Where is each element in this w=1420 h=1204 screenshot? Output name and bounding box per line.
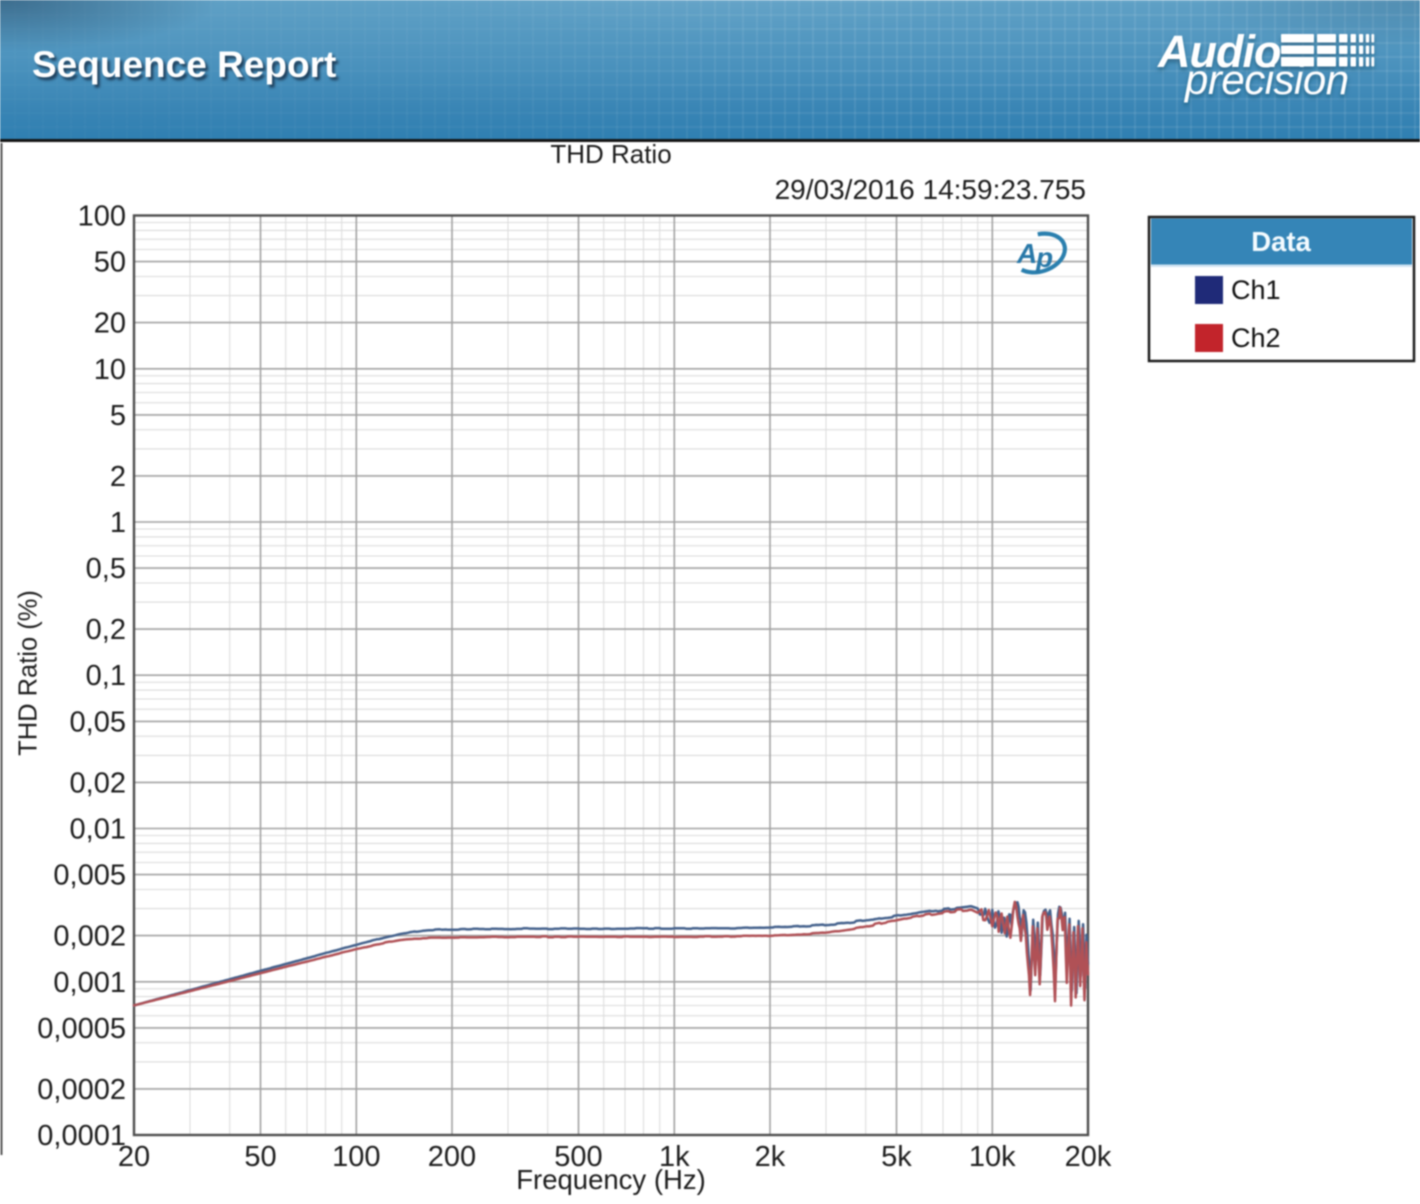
svg-text:A: A (1016, 238, 1037, 269)
svg-text:0,001: 0,001 (53, 967, 126, 999)
svg-text:20: 20 (94, 308, 126, 340)
svg-text:0,01: 0,01 (70, 814, 126, 846)
svg-text:20k: 20k (1065, 1141, 1112, 1173)
svg-text:1k: 1k (659, 1141, 690, 1173)
svg-text:200: 200 (428, 1141, 476, 1173)
svg-text:10k: 10k (969, 1141, 1016, 1173)
svg-text:0,0001: 0,0001 (37, 1120, 126, 1152)
svg-text:Data: Data (1251, 226, 1311, 257)
svg-text:Ch2: Ch2 (1231, 323, 1281, 353)
svg-text:10: 10 (94, 354, 126, 386)
svg-text:Audio: Audio (1157, 26, 1281, 77)
svg-text:0,2: 0,2 (86, 614, 126, 646)
svg-text:50: 50 (244, 1141, 276, 1173)
svg-text:100: 100 (78, 201, 126, 233)
svg-text:0,02: 0,02 (70, 767, 126, 799)
svg-text:0,0002: 0,0002 (37, 1074, 126, 1106)
svg-text:THD Ratio (%): THD Ratio (%) (15, 590, 43, 756)
svg-text:0,002: 0,002 (53, 921, 126, 953)
svg-text:0,5: 0,5 (86, 553, 126, 585)
svg-text:50: 50 (94, 247, 126, 279)
svg-text:100: 100 (332, 1141, 380, 1173)
svg-text:Frequency (Hz): Frequency (Hz) (516, 1164, 706, 1195)
svg-text:5: 5 (110, 400, 126, 432)
svg-text:p: p (1035, 242, 1053, 273)
svg-text:0,1: 0,1 (86, 660, 126, 692)
svg-text:1: 1 (110, 507, 126, 539)
svg-text:precision: precision (1183, 56, 1349, 103)
svg-text:0,05: 0,05 (70, 706, 126, 738)
svg-text:29/03/2016 14:59:23.755: 29/03/2016 14:59:23.755 (775, 174, 1086, 205)
svg-text:0,005: 0,005 (53, 860, 126, 892)
svg-text:500: 500 (554, 1141, 602, 1173)
svg-text:20: 20 (118, 1141, 150, 1173)
svg-text:2: 2 (110, 461, 126, 493)
svg-text:THD Ratio: THD Ratio (550, 139, 671, 169)
svg-text:0,0005: 0,0005 (37, 1013, 126, 1045)
svg-text:2k: 2k (755, 1141, 786, 1173)
svg-text:Ch1: Ch1 (1231, 275, 1281, 305)
svg-text:5k: 5k (881, 1141, 912, 1173)
